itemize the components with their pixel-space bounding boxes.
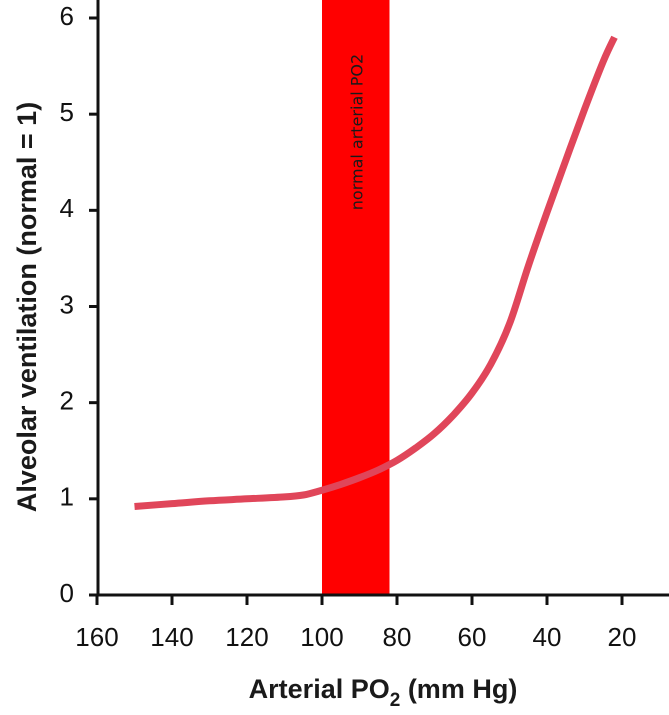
- y-tick-label: 1: [60, 482, 74, 512]
- x-tick-label: 160: [75, 622, 118, 652]
- x-tick-label: 100: [300, 622, 343, 652]
- normal-range-band-layer: [322, 0, 390, 594]
- y-tick-label: 6: [60, 1, 74, 31]
- x-axis-title-unit: (mm Hg): [400, 674, 517, 704]
- x-tick-label: 40: [533, 622, 562, 652]
- x-tick-label: 140: [150, 622, 193, 652]
- normal-range-band: [322, 0, 390, 594]
- x-axis-title: Arterial PO2 (mm Hg): [249, 674, 518, 711]
- x-tick-label: 20: [608, 622, 637, 652]
- y-axis-title: Alveolar ventilation (normal = 1): [12, 102, 42, 512]
- x-axis-title-subscript: 2: [390, 690, 401, 711]
- series-layer: [134, 35, 618, 510]
- y-tick-label: 4: [60, 193, 74, 223]
- band-label: normal arterial PO2: [347, 54, 366, 210]
- y-tick-label: 0: [60, 578, 74, 608]
- y-tick-label: 2: [60, 386, 74, 416]
- x-tick-label: 60: [458, 622, 487, 652]
- tick-labels: 0 1 2 3 4 5 6 160 140 120 100 80 60 40 20: [60, 1, 637, 652]
- x-tick-label: 80: [383, 622, 412, 652]
- x-axis-title-main: Arterial PO: [249, 674, 390, 704]
- ventilation-curve: [134, 35, 618, 510]
- y-tick-label: 5: [60, 97, 74, 127]
- y-tick-label: 3: [60, 289, 74, 319]
- axes: [89, 0, 669, 605]
- x-tick-label: 120: [225, 622, 268, 652]
